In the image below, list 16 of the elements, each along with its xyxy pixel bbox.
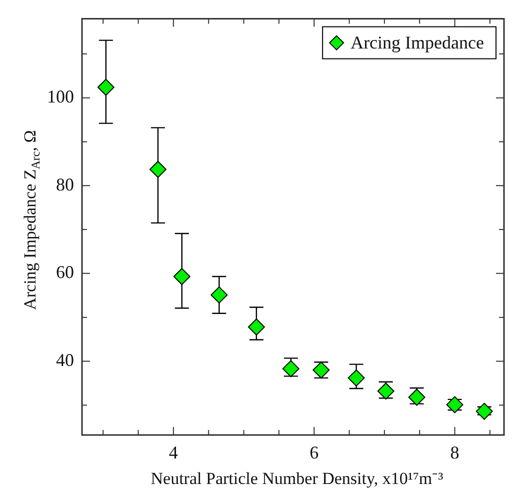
y-tick-label: 80 bbox=[56, 174, 74, 194]
point bbox=[348, 369, 365, 386]
legend-label: Arcing Impedance bbox=[350, 32, 484, 53]
point bbox=[173, 268, 190, 286]
point bbox=[476, 402, 493, 420]
point bbox=[248, 318, 265, 336]
x-tick-label: 4 bbox=[168, 442, 178, 463]
y-tick-label: 40 bbox=[56, 350, 74, 370]
x-tick-label: 8 bbox=[450, 442, 460, 463]
point bbox=[97, 78, 114, 96]
y-tick-label: 60 bbox=[56, 262, 74, 282]
point bbox=[149, 160, 166, 178]
x-axis-title: Neutral Particle Number Density, x10¹⁷m⁻³ bbox=[150, 468, 444, 489]
point bbox=[210, 286, 228, 304]
y-tick-label: 100 bbox=[47, 86, 74, 107]
x-tick-label: 6 bbox=[310, 442, 319, 463]
